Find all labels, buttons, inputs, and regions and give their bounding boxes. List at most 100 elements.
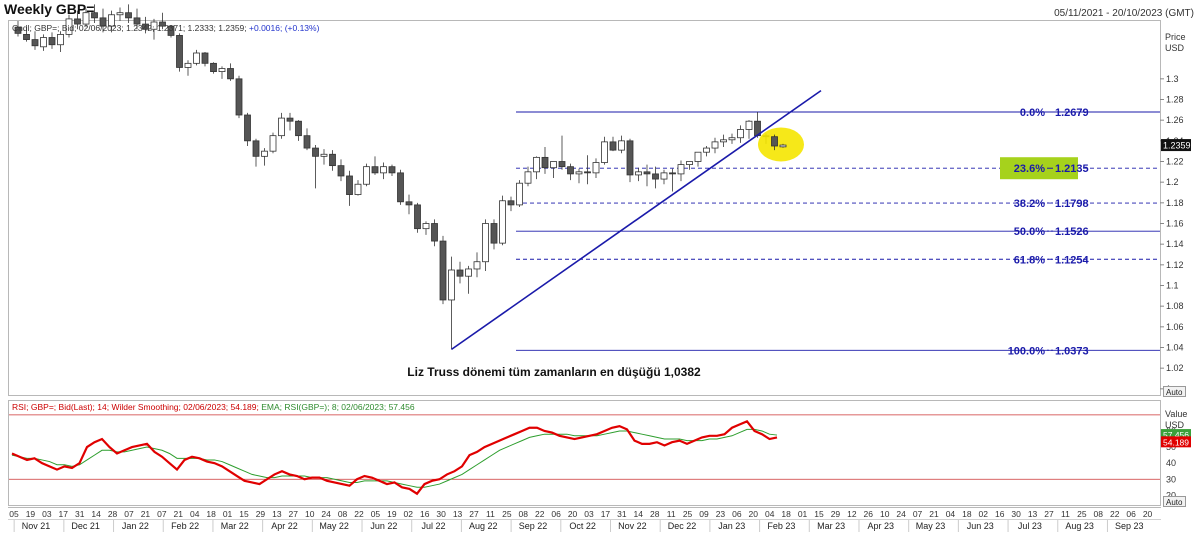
fib-level-value: 1.2679 — [1055, 107, 1089, 119]
fib-level-value: 1.1526 — [1055, 226, 1089, 238]
candle-up — [278, 117, 285, 137]
fib-highlight-box — [1000, 157, 1078, 180]
candle-up — [550, 161, 557, 169]
rsi-line — [11, 419, 778, 496]
candle-down — [346, 175, 353, 195]
fib-level-pct: 23.6% — [1014, 163, 1045, 175]
chart-title: Weekly GBP= — [4, 1, 95, 17]
price-tick-label: 1.08 — [1166, 301, 1184, 311]
candle-down — [14, 26, 22, 34]
trendline — [451, 89, 822, 351]
x-day-tick: 05 — [371, 509, 381, 519]
candle-down — [48, 37, 56, 46]
candle-down — [456, 269, 464, 277]
candle-down — [210, 62, 217, 72]
candle-up — [218, 68, 226, 72]
x-day-tick: 21 — [929, 509, 939, 519]
candle-down — [388, 166, 396, 174]
x-day-tick: 19 — [26, 509, 36, 519]
price-auto-scale-button[interactable] — [1163, 386, 1186, 397]
x-day-tick: 06 — [1126, 509, 1136, 519]
x-day-tick: 23 — [716, 509, 726, 519]
x-month-label: Aug 22 — [469, 521, 498, 531]
current-price-label: 1.2359 — [1163, 141, 1191, 151]
x-day-tick: 31 — [617, 509, 627, 519]
candle-down — [329, 153, 336, 167]
x-day-tick: 08 — [519, 509, 529, 519]
rsi-axis-unit: USD — [1165, 420, 1185, 430]
price-tick-label: 1.26 — [1166, 115, 1184, 125]
price-tick-label: 1.06 — [1166, 322, 1184, 332]
candle-down — [91, 12, 98, 19]
x-day-tick: 11 — [667, 509, 676, 519]
candle-up — [269, 135, 277, 152]
x-day-tick: 06 — [551, 509, 561, 519]
candle-down — [142, 23, 149, 30]
candle-up — [737, 129, 744, 139]
x-day-tick: 26 — [864, 509, 874, 519]
price-axis-unit: USD — [1165, 43, 1185, 53]
x-day-tick: 18 — [962, 509, 972, 519]
candle-up — [677, 164, 685, 175]
price-tick-label: 1.14 — [1166, 239, 1184, 249]
x-day-tick: 31 — [75, 509, 85, 519]
x-day-tick: 28 — [108, 509, 118, 519]
price-tick-label: 1.16 — [1166, 219, 1184, 229]
rsi-tick-label: 30 — [1166, 474, 1176, 484]
x-day-tick: 17 — [59, 509, 69, 519]
candle-up — [57, 34, 64, 46]
candle-down — [295, 120, 302, 137]
candle-up — [592, 162, 600, 174]
candle-down — [669, 172, 676, 175]
candle-down — [337, 165, 345, 177]
x-day-tick: 30 — [1011, 509, 1021, 519]
fib-level-pct: 0.0% — [1020, 107, 1045, 119]
candle-up — [354, 183, 362, 195]
highlight-circle — [758, 127, 804, 162]
candle-up — [618, 140, 625, 151]
price-tick-label: 1.12 — [1166, 260, 1184, 270]
candle-down — [99, 17, 107, 27]
x-day-tick: 07 — [157, 509, 167, 519]
x-day-tick: 13 — [453, 509, 463, 519]
x-month-label: Oct 22 — [569, 521, 596, 531]
x-day-tick: 04 — [190, 509, 200, 519]
candle-down — [609, 141, 617, 151]
candle-up — [465, 268, 472, 277]
candle-down — [159, 21, 166, 27]
candle-up — [363, 166, 370, 185]
x-day-tick: 06 — [732, 509, 742, 519]
rsi-auto-scale-button[interactable] — [1163, 496, 1186, 507]
rsi-tick-label: 20 — [1166, 490, 1176, 500]
candle-down — [167, 25, 175, 36]
x-day-tick: 20 — [1143, 509, 1153, 519]
candle-up — [40, 37, 47, 48]
x-day-tick: 28 — [650, 509, 660, 519]
x-month-label: Aug 23 — [1065, 521, 1094, 531]
x-month-label: May 22 — [319, 521, 349, 531]
x-month-label: Apr 23 — [868, 521, 895, 531]
candle-up — [711, 141, 719, 149]
candle-down — [227, 68, 234, 80]
candle-down — [567, 166, 574, 175]
price-pane — [8, 20, 1161, 396]
candle-down — [558, 161, 566, 168]
x-day-tick: 30 — [436, 509, 446, 519]
price-tick-label: 1.1 — [1166, 281, 1179, 291]
candle-down — [252, 140, 260, 157]
fib-level-value: 1.1254 — [1055, 254, 1090, 266]
x-day-tick: 04 — [765, 509, 775, 519]
x-day-tick: 11 — [1061, 509, 1070, 519]
candle-up — [720, 139, 727, 143]
candle-down — [286, 117, 294, 122]
candle-up — [745, 120, 753, 130]
price-tick-label: 1.02 — [1166, 363, 1184, 373]
rsi-tick-label: 40 — [1166, 458, 1176, 468]
x-month-label: Mar 23 — [817, 521, 845, 531]
fib-level-pct: 100.0% — [1008, 345, 1046, 357]
candle-down — [584, 171, 591, 174]
candle-up — [108, 14, 115, 27]
x-month-label: Feb 22 — [171, 521, 199, 531]
candle-up — [82, 12, 90, 25]
fib-level-pct: 61.8% — [1014, 254, 1045, 266]
